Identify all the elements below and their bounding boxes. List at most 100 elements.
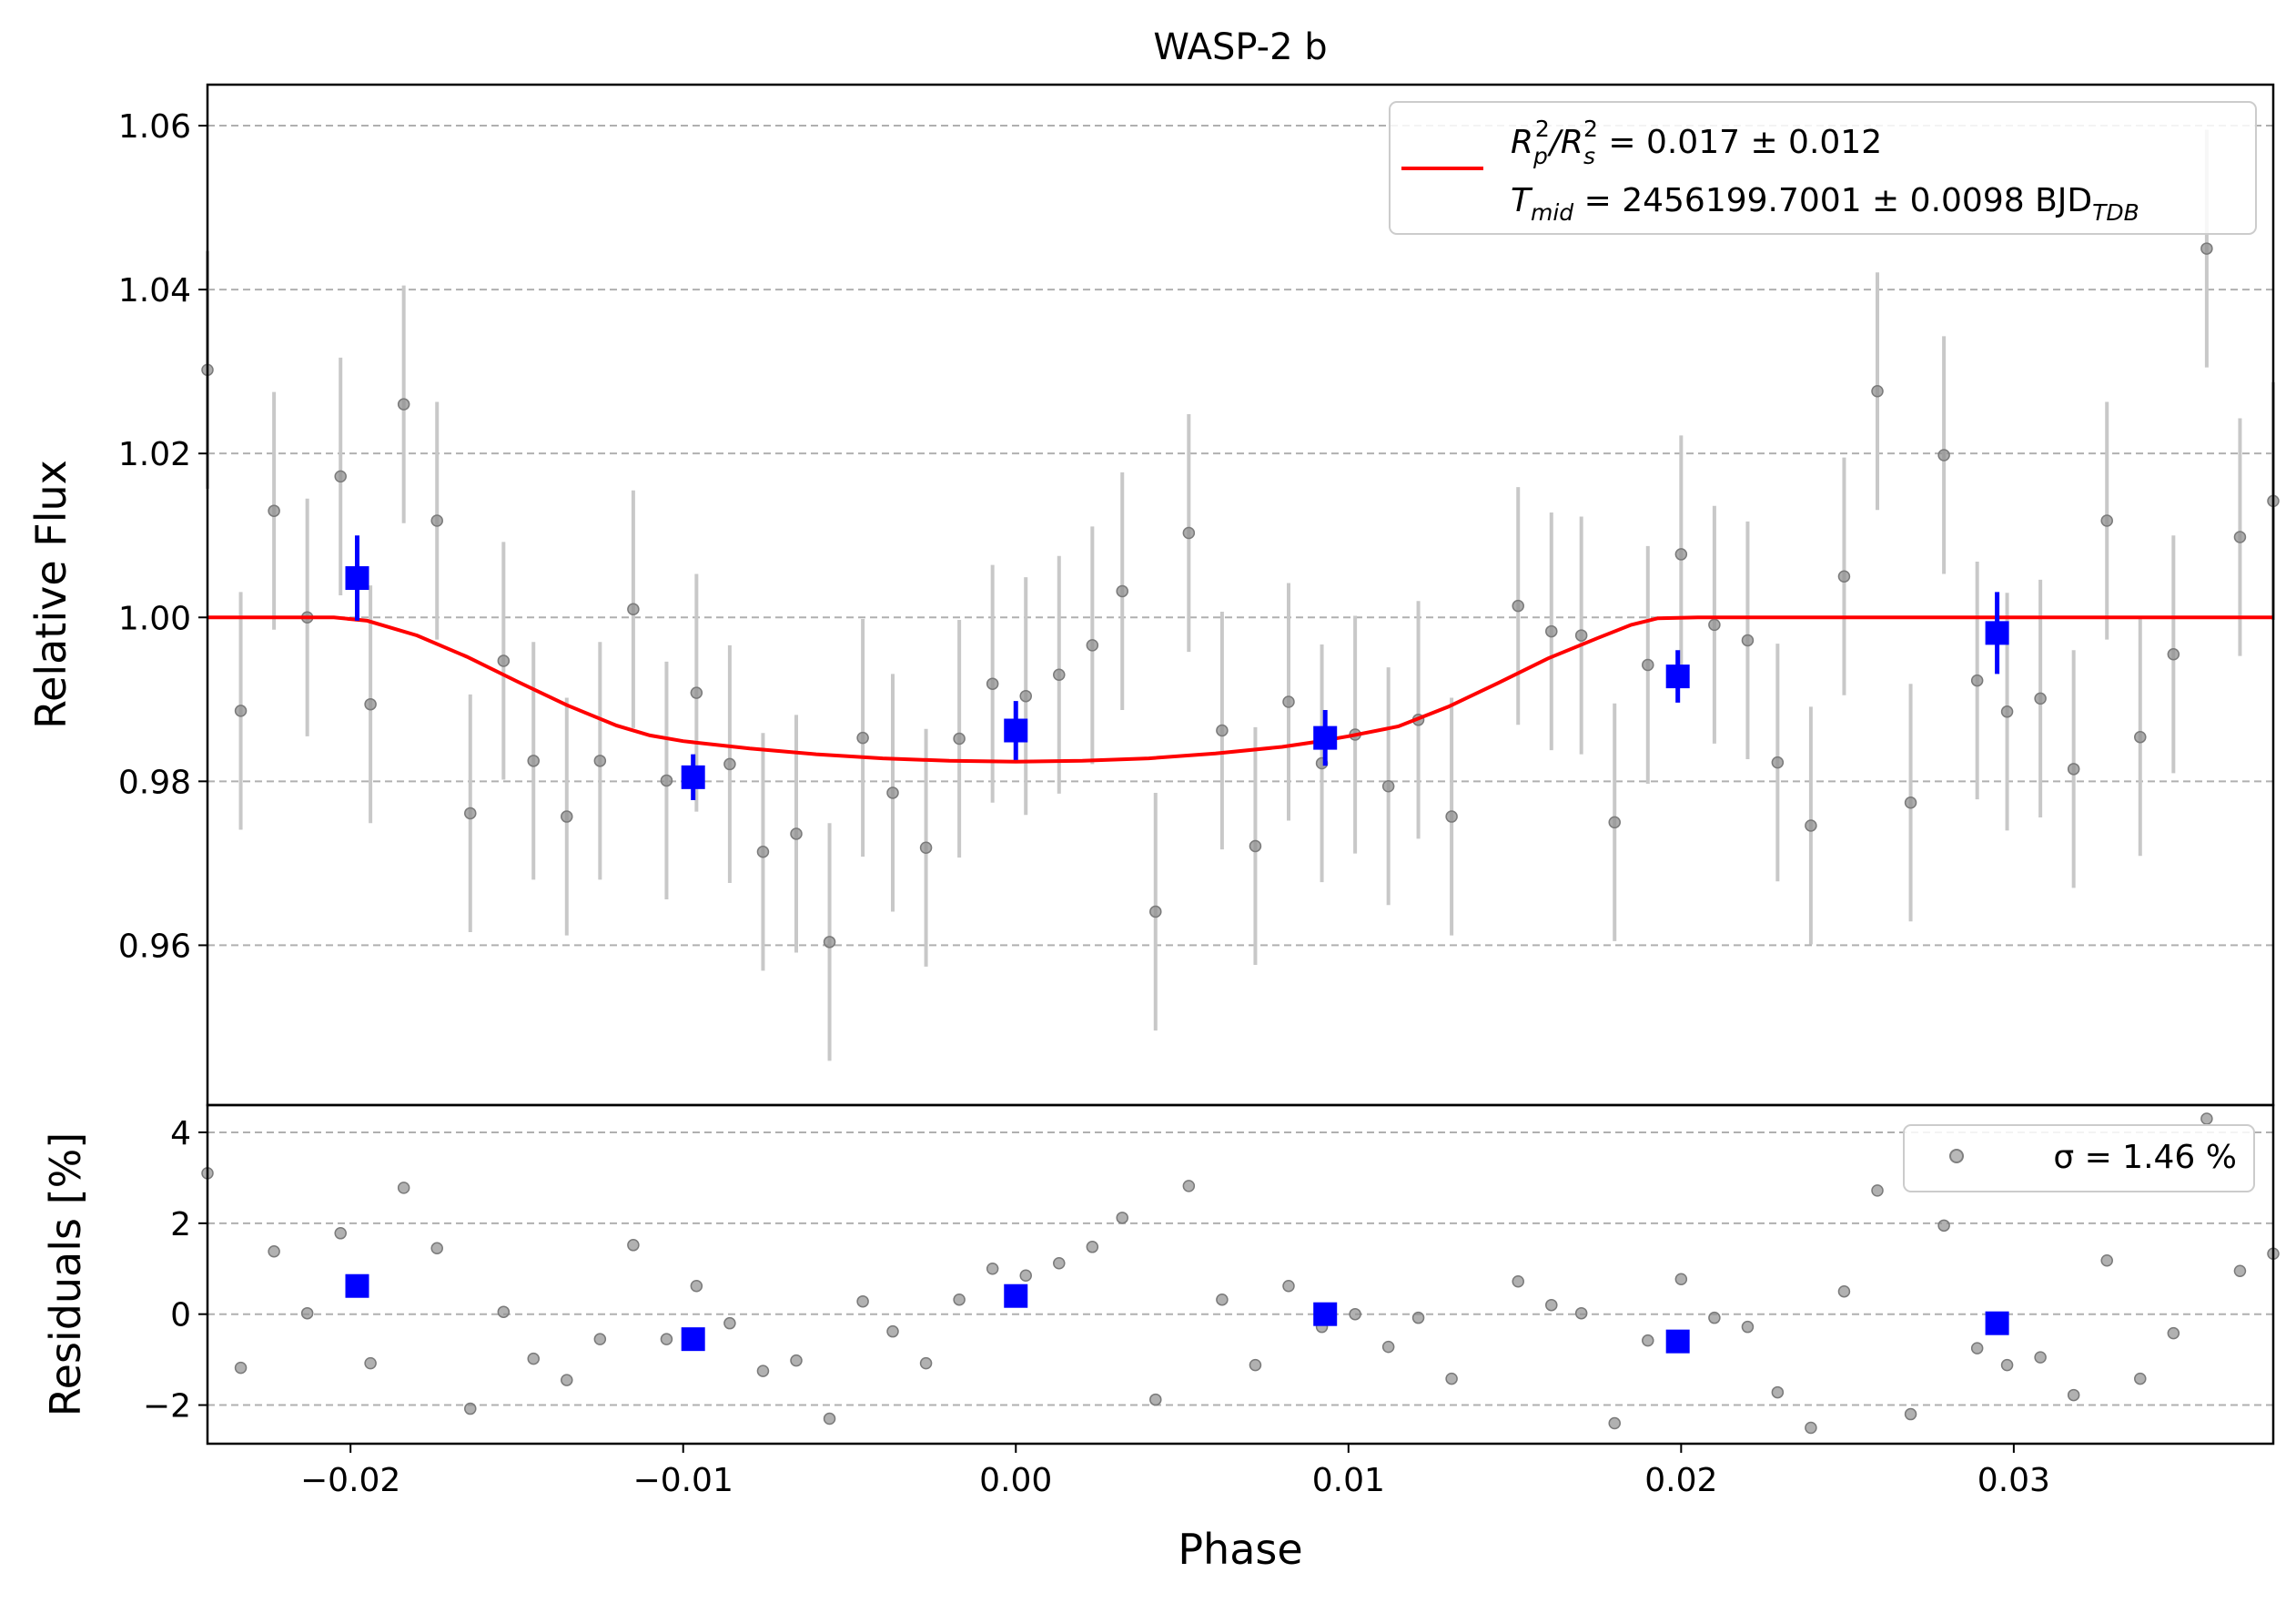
residual-data-point [234, 1361, 248, 1375]
flux-binned-points [345, 535, 2009, 801]
legend-tmid-sub: mid [1531, 199, 1573, 226]
binned-residual-point [1313, 1302, 1338, 1326]
residual-data-point [2200, 1112, 2213, 1125]
flux-data-point [756, 846, 770, 858]
residual-data-point [756, 1365, 770, 1377]
residual-data-point [886, 1324, 899, 1338]
flux-data-point [1904, 796, 1917, 809]
residual-data-point [627, 1239, 640, 1252]
residual-data-point [1708, 1311, 1721, 1324]
residual-data-point [1837, 1284, 1851, 1298]
binned-residual-point [345, 1273, 369, 1298]
residual-data-point [1053, 1257, 1066, 1270]
legend-depth-rp: R [1511, 124, 1533, 161]
flux-data-point [2067, 763, 2080, 776]
flux-data-point [2233, 531, 2247, 543]
residuals-panel: −2 0 2 4 −0.02 −0.01 0.00 0.01 0.02 0.03 Phase R… [41, 1103, 2280, 1574]
binned-flux-point [681, 765, 705, 789]
flux-data-point [986, 677, 999, 690]
flux-data-point [953, 732, 966, 746]
flux-panel: 0.96 0.98 1.00 1.02 1.04 1.06 WASP-2 b Relati… [26, 26, 2280, 1107]
flux-data-point [660, 774, 673, 787]
residual-data-point [1741, 1320, 1755, 1334]
residual-data-point [1381, 1340, 1395, 1354]
binned-residual-point [1004, 1283, 1028, 1308]
residual-data-point [1282, 1279, 1295, 1293]
legend-tmid-value: = 2456199.7001 ± 0.0098 BJD [1573, 182, 2092, 219]
residual-data-point [1904, 1407, 1917, 1421]
binned-residual-point [1985, 1311, 2009, 1335]
flux-data-point [234, 705, 248, 717]
flux-y-tick-label: 0.96 [118, 928, 191, 965]
flux-data-point [1608, 816, 1621, 829]
residuals-y-tick-label: 4 [170, 1115, 191, 1152]
residual-data-point [2233, 1264, 2247, 1278]
residual-data-point [2000, 1358, 2014, 1372]
residuals-legend: σ = 1.46 % [1903, 1124, 2255, 1192]
flux-data-point [1282, 695, 1295, 708]
residual-data-point [593, 1333, 607, 1345]
residual-data-point [527, 1352, 540, 1365]
residual-data-point [1970, 1342, 1984, 1354]
transit-model [207, 615, 2273, 764]
flux-legend-box [1389, 101, 2257, 235]
residual-data-point [2167, 1326, 2180, 1340]
residual-data-point [1674, 1273, 1688, 1285]
flux-data-point [627, 603, 640, 616]
flux-data-point [723, 757, 736, 771]
flux-data-point [1674, 548, 1688, 561]
flux-data-point [1381, 779, 1395, 793]
flux-data-point [790, 827, 803, 840]
residual-data-point [1805, 1421, 1817, 1435]
phase-x-ticks: −0.02 −0.01 0.00 0.01 0.02 0.03 [300, 1444, 2050, 1499]
residual-data-point [364, 1356, 377, 1370]
flux-data-point [2167, 648, 2180, 661]
residual-data-point [397, 1182, 410, 1194]
residual-data-point [1545, 1298, 1558, 1312]
flux-data-point [2134, 730, 2147, 744]
flux-data-points [201, 129, 2280, 1061]
residuals-y-axis-label: Residuals [%] [41, 1132, 90, 1416]
flux-data-point [1249, 839, 1262, 853]
flux-y-tick-label: 1.00 [118, 600, 191, 637]
residual-data-point [2100, 1254, 2113, 1267]
flux-y-tick-label: 1.02 [118, 436, 191, 473]
flux-data-point [497, 654, 511, 667]
residuals-y-ticks: −2 0 2 4 [143, 1115, 207, 1425]
flux-data-point [1149, 905, 1162, 918]
residual-data-point [690, 1279, 703, 1293]
transit-model-line [207, 615, 2273, 764]
residual-data-point [268, 1245, 280, 1258]
binned-residual-point [681, 1327, 705, 1352]
residual-data-point [1512, 1274, 1524, 1288]
residual-data-point [856, 1294, 869, 1308]
legend-residual-marker [1949, 1149, 1964, 1163]
residuals-y-tick-label: −2 [143, 1388, 191, 1425]
flux-data-point [919, 841, 933, 855]
residual-binned-points [345, 1273, 2009, 1354]
residuals-y-tick-label: 2 [170, 1206, 191, 1243]
flux-data-point [1771, 756, 1785, 769]
residual-data-point [497, 1305, 511, 1318]
flux-data-point [1545, 624, 1558, 638]
flux-data-point [593, 755, 607, 767]
flux-data-point [690, 686, 703, 699]
flux-data-point [1445, 810, 1458, 823]
legend-tmid-t: T [1511, 182, 1533, 219]
flux-data-point [1116, 584, 1128, 598]
flux-data-point [2100, 514, 2113, 527]
residual-data-point [1608, 1416, 1621, 1430]
residual-data-point [1411, 1311, 1425, 1324]
residual-data-point [1871, 1184, 1884, 1197]
residual-data-point [430, 1242, 443, 1255]
residual-data-points [201, 1112, 2280, 1435]
legend-depth-value: = 0.017 ± 0.012 [1598, 124, 1882, 161]
residual-data-point [1937, 1219, 1950, 1233]
phase-x-tick-label: 0.01 [1312, 1462, 1385, 1499]
flux-data-point [2200, 242, 2213, 255]
flux-data-point [2034, 692, 2047, 705]
flux-data-point [856, 731, 869, 745]
flux-data-point [1574, 629, 1588, 642]
residual-data-point [1349, 1307, 1361, 1321]
